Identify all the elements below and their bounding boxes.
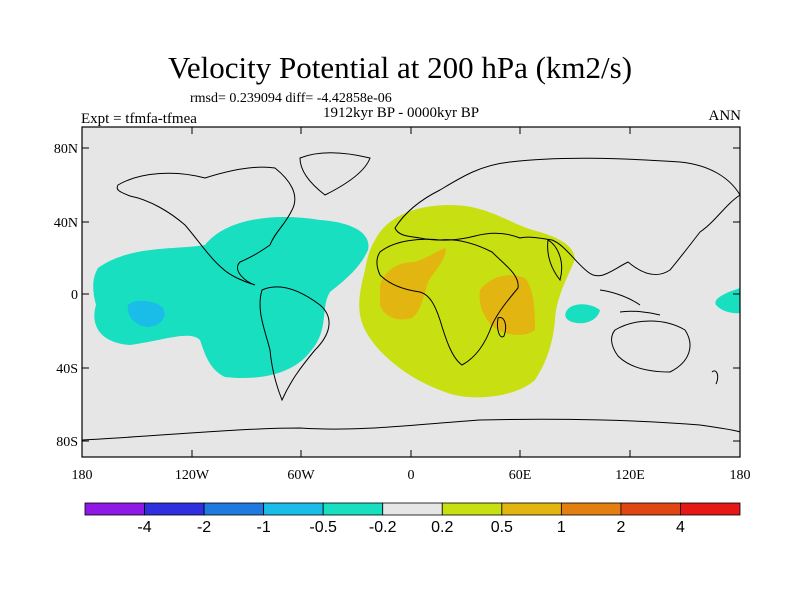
lat-label-80n: 80N [53, 142, 78, 157]
lon-label-60e: 60E [508, 468, 532, 483]
colorbar-swatch [203, 502, 265, 516]
lon-label-0: 0 [407, 468, 415, 483]
stats-text: rmsd= 0.239094 diff= -4.42858e-06 [190, 91, 392, 106]
colorbar [84, 502, 741, 516]
colorbar-swatch [382, 502, 443, 516]
colorbar-swatch [680, 502, 741, 516]
colorbar-swatch [441, 502, 503, 516]
colorbar-label: -0.2 [368, 519, 397, 536]
colorbar-swatch [322, 502, 384, 516]
lat-label-40s: 40S [56, 362, 78, 377]
colorbar-swatch [560, 502, 622, 516]
lon-label-180w: 180 [71, 468, 93, 483]
colorbar-swatch [263, 502, 324, 516]
coastlines [81, 152, 741, 441]
season-text: ANN [708, 108, 742, 124]
positive-core-east [479, 275, 535, 335]
negative-core-region [127, 300, 165, 327]
axis-ticks [81, 127, 741, 457]
experiment-text: Expt = tfmfa-tfmea [81, 111, 197, 127]
period-text: 1912kyr BP - 0000kyr BP [323, 105, 480, 121]
lon-label-120w: 120W [174, 468, 210, 483]
lon-label-60w: 60W [287, 468, 315, 483]
colorbar-swatch [144, 502, 205, 516]
lat-label-0: 0 [71, 288, 78, 303]
colorbar-swatch [501, 502, 562, 516]
colorbar-label: -4 [137, 519, 152, 536]
indian-ocean-negative [565, 304, 600, 324]
colorbar-label: -2 [196, 519, 212, 536]
colorbar-label: -1 [256, 519, 271, 536]
plot-title: Velocity Potential at 200 hPa (km2/s) [167, 50, 633, 85]
colorbar-swatch [620, 502, 681, 516]
colorbar-label: 0.2 [431, 519, 454, 536]
colorbar-label: 4 [676, 519, 685, 536]
lon-label-180e: 180 [729, 468, 751, 483]
lat-label-80s: 80S [56, 435, 78, 450]
lon-label-120e: 120E [615, 468, 645, 483]
colorbar-label: -0.5 [309, 519, 337, 536]
colorbar-label: 1 [556, 519, 566, 536]
lat-label-40n: 40N [53, 216, 78, 231]
positive-anomaly-region [359, 205, 575, 398]
negative-anomaly-region [93, 217, 369, 379]
colorbar-label: 2 [616, 519, 626, 536]
colorbar-swatch [84, 502, 145, 516]
colorbar-label: 0.5 [490, 519, 513, 536]
positive-core-west [380, 248, 446, 320]
